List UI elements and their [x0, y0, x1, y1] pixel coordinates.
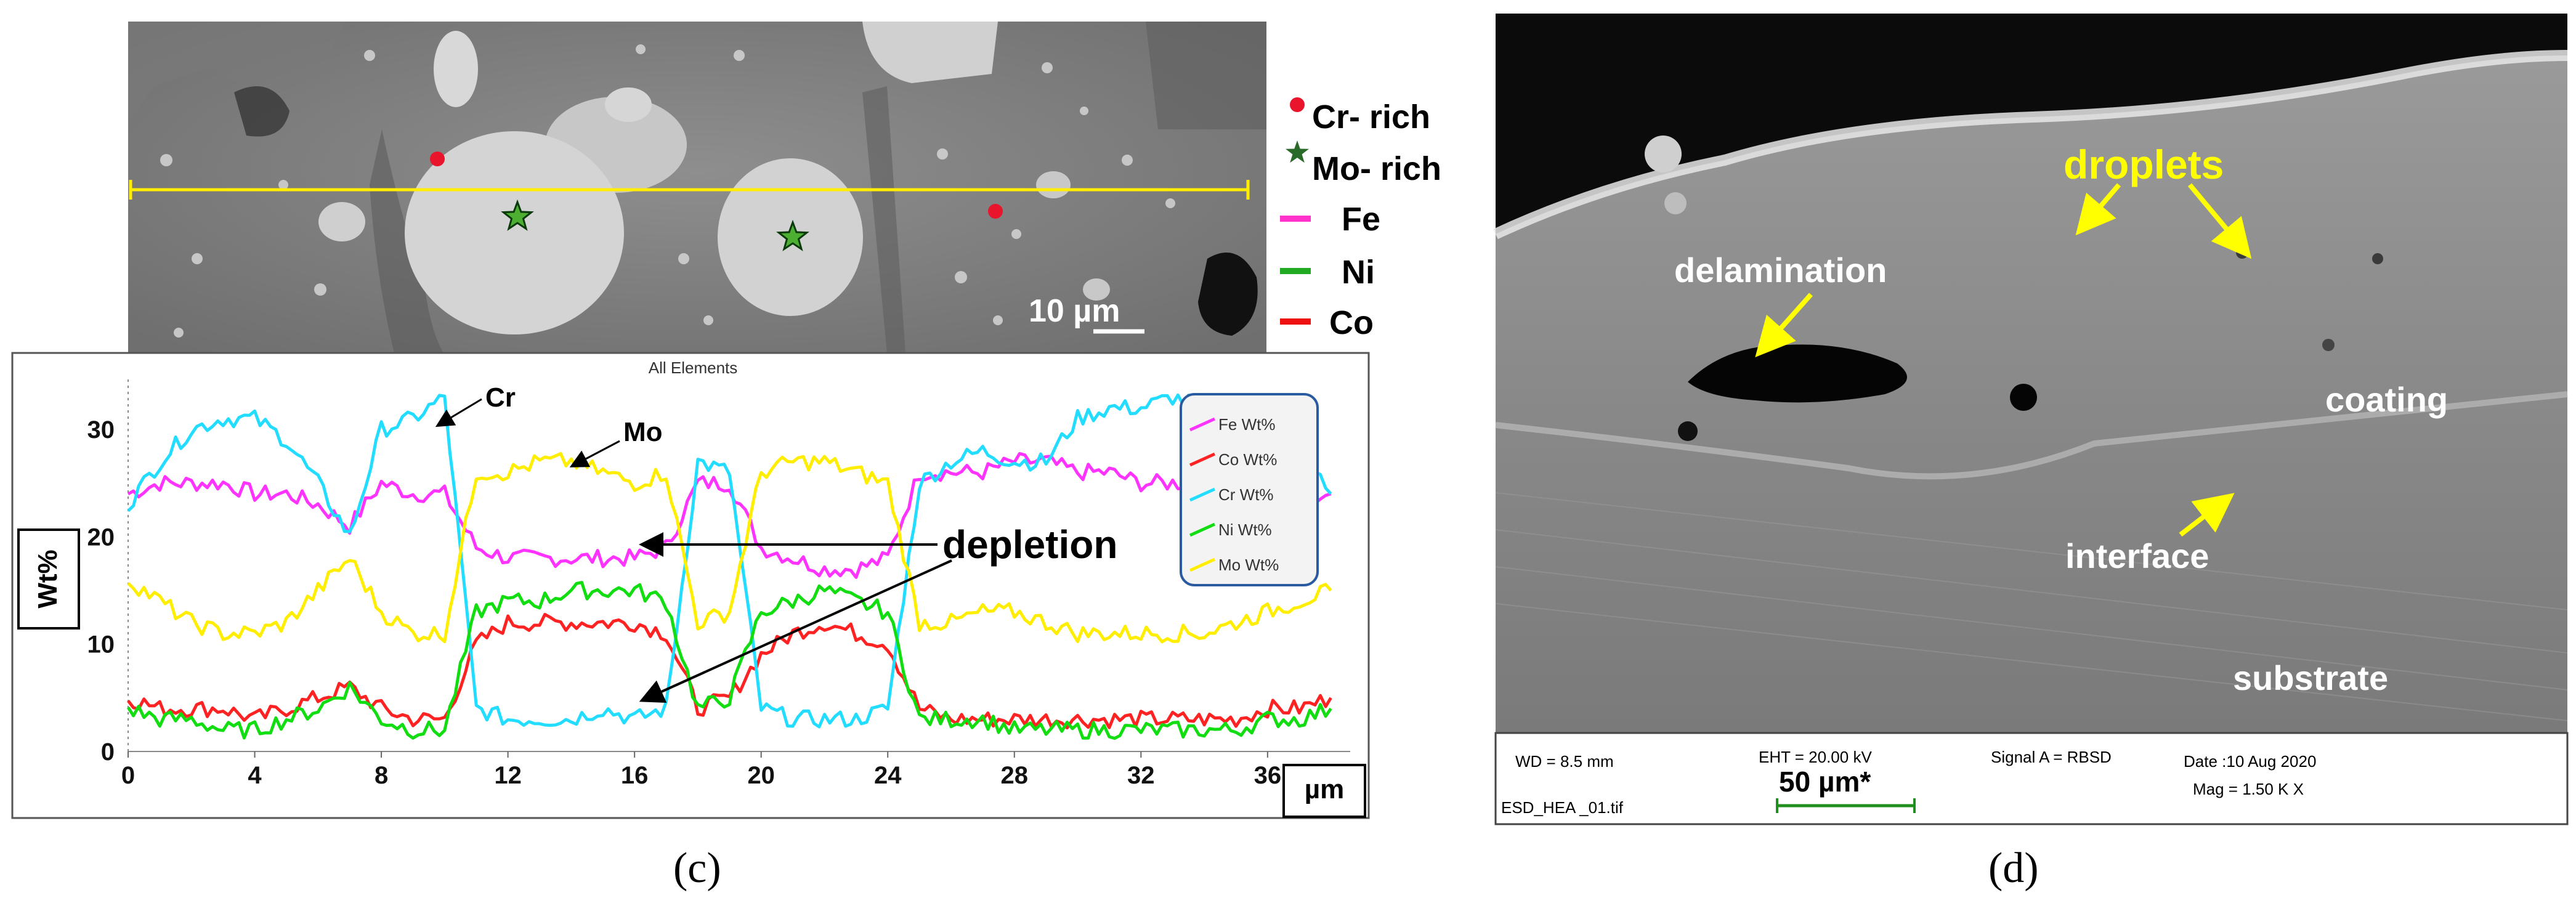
label-coating: coating: [2325, 380, 2448, 419]
label-delamination: delamination: [1674, 251, 1887, 290]
legend-entry: Cr Wt%: [1218, 485, 1274, 504]
y-tick-label: 20: [87, 524, 115, 551]
chart-legend-box: [1180, 393, 1319, 586]
panel-label-c: (c): [673, 844, 721, 892]
sem-micrograph-d: droplets delamination coating interface …: [1493, 14, 2569, 825]
annotation-mo: Mo: [623, 417, 663, 447]
x-tick-label: 16: [621, 762, 649, 789]
cr-rich-legend-dot: [1290, 97, 1305, 112]
info-scale: 50 µm*: [1779, 766, 1871, 798]
annotation-cr: Cr: [485, 383, 516, 413]
legend-co: Co: [1329, 304, 1374, 341]
info-mag: Mag = 1.50 K X: [2193, 780, 2304, 798]
line-profile-chart: All Elements Wt% µm 0 4 8 12 16 20 24 28 32 36 0 10…: [11, 352, 1370, 819]
series-line-ni: [126, 581, 1332, 740]
mo-rich-marker: [776, 219, 809, 251]
legend-swatch: [1189, 417, 1216, 432]
x-tick-label: 0: [121, 762, 135, 789]
series-line-cr: [127, 393, 1332, 729]
element-legend-c: Cr- rich Mo- rich Fe Ni Co: [1280, 97, 1441, 341]
mo-rich-legend-star: [1286, 140, 1309, 163]
info-signal: Signal A = RBSD: [1991, 748, 2112, 766]
label-droplets: droplets: [2064, 142, 2224, 187]
panel-label-d: (d): [1988, 844, 2039, 892]
legend-entry: Co Wt%: [1218, 450, 1277, 469]
y-axis-label: Wt%: [33, 549, 63, 608]
sem-micrograph-c: 10 µm: [128, 22, 1266, 353]
y-tick-label: 10: [87, 631, 115, 658]
substrate-region: [1496, 394, 2567, 733]
legend-fe: Fe: [1342, 201, 1380, 238]
legend-ni: Ni: [1342, 254, 1375, 291]
y-tick-label: 0: [101, 739, 115, 766]
x-axis-label: µm: [1305, 774, 1344, 804]
x-tick-label: 36: [1254, 762, 1282, 789]
legend-mo-rich: Mo- rich: [1312, 150, 1441, 187]
y-tick-label: 30: [87, 416, 115, 443]
x-tick-label: 12: [494, 762, 522, 789]
sem-scale-label: 10 µm: [1029, 293, 1120, 329]
mo-rich-marker: [501, 199, 534, 231]
legend-entry: Ni Wt%: [1218, 520, 1272, 539]
delamination-void: [1688, 344, 1907, 403]
legend-swatch: [1189, 452, 1216, 467]
info-file: ESD_HEA _01.tif: [1501, 798, 1624, 817]
legend-swatch: [1189, 487, 1216, 502]
legend-swatch: [1189, 557, 1216, 572]
legend-cr-rich: Cr- rich: [1312, 99, 1430, 136]
cr-rich-marker: [988, 204, 1003, 219]
x-tick-label: 20: [747, 762, 775, 789]
info-date: Date :10 Aug 2020: [2184, 752, 2316, 771]
label-interface: interface: [2065, 537, 2209, 575]
chart-title: All Elements: [649, 358, 738, 377]
legend-swatch: [1189, 522, 1216, 537]
info-wd: WD = 8.5 mm: [1515, 752, 1614, 771]
series-line-mo: [127, 452, 1332, 644]
legend-entry: Fe Wt%: [1218, 415, 1275, 434]
sem-info-bar: [1494, 732, 2569, 825]
cr-rich-marker: [430, 152, 445, 166]
series-line-fe: [127, 452, 1332, 579]
x-tick-label: 8: [375, 762, 388, 789]
annotation-depletion: depletion: [942, 522, 1117, 567]
info-eht: EHT = 20.00 kV: [1759, 748, 1872, 766]
x-tick-label: 24: [874, 762, 902, 789]
label-substrate: substrate: [2233, 658, 2388, 697]
x-tick-label: 4: [248, 762, 262, 789]
x-tick-label: 28: [1001, 762, 1029, 789]
legend-entry: Mo Wt%: [1218, 556, 1279, 574]
x-tick-label: 32: [1127, 762, 1155, 789]
